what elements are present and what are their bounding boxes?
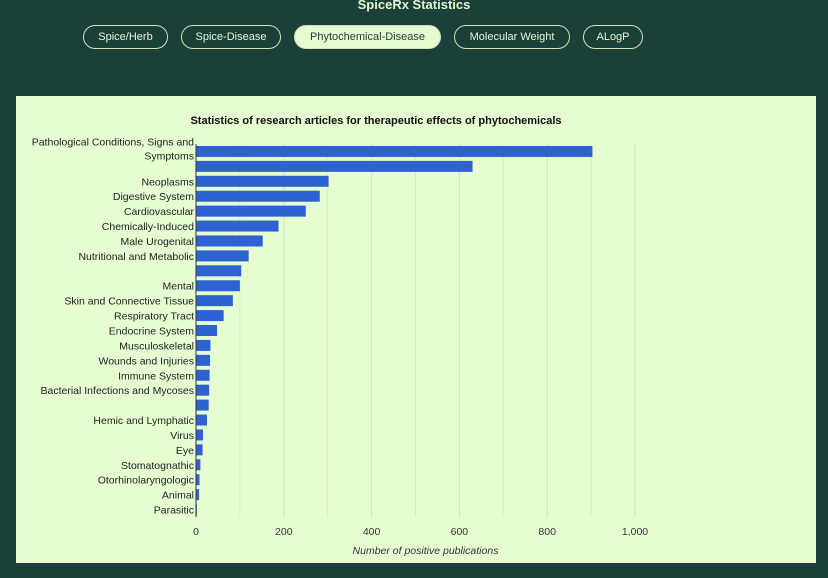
bar-chart: Statistics of research articles for ther… <box>32 115 649 557</box>
x-axis-label: Number of positive publications <box>353 545 500 557</box>
category-label: Male Urogenital <box>120 236 194 248</box>
bar[interactable] <box>196 459 201 471</box>
category-label: Endocrine System <box>109 326 194 338</box>
x-tick-label: 0 <box>193 526 199 538</box>
tab-spice-herb[interactable]: Spice/Herb <box>83 25 168 49</box>
bar[interactable] <box>196 369 210 381</box>
category-label: Eye <box>176 445 194 457</box>
category-label: Bacterial Infections and Mycoses <box>41 385 195 397</box>
bar[interactable] <box>196 295 233 307</box>
category-label: Stomatognathic <box>121 460 194 472</box>
category-label: Animal <box>162 490 194 502</box>
tab-spice-disease[interactable]: Spice-Disease <box>181 25 281 49</box>
category-label: Musculoskeletal <box>119 340 194 352</box>
bar[interactable] <box>196 175 329 187</box>
category-label: Symptoms <box>144 150 194 162</box>
bar[interactable] <box>196 145 593 157</box>
category-label: Parasitic <box>154 505 194 517</box>
page-title: SpiceRx Statistics <box>357 0 471 12</box>
x-tick-label: 600 <box>451 526 469 538</box>
category-label: Cardiovascular <box>124 206 195 218</box>
category-label: Mental <box>162 281 194 293</box>
category-label: Nutritional and Metabolic <box>78 251 194 263</box>
bar[interactable] <box>196 354 211 366</box>
bar[interactable] <box>196 384 210 396</box>
category-label: Neoplasms <box>141 176 194 188</box>
tab-phytochemical-disease[interactable]: Phytochemical-Disease <box>294 25 441 49</box>
tab-molecular-weight[interactable]: Molecular Weight <box>454 25 570 49</box>
category-label: Respiratory Tract <box>114 311 194 323</box>
x-tick-label: 400 <box>363 526 381 538</box>
category-label: Immune System <box>118 370 194 382</box>
chart-panel: Statistics of research articles for ther… <box>16 96 816 563</box>
x-tick-label: 200 <box>275 526 293 538</box>
category-label: Pathological Conditions, Signs and <box>32 136 194 148</box>
x-tick-label: 800 <box>538 526 556 538</box>
bar[interactable] <box>196 474 200 486</box>
bar[interactable] <box>196 310 224 322</box>
bar[interactable] <box>196 489 200 501</box>
category-label: Hemic and Lymphatic <box>93 415 194 427</box>
bar[interactable] <box>196 429 204 441</box>
bar[interactable] <box>196 160 473 172</box>
bar[interactable] <box>196 190 320 202</box>
bar[interactable] <box>196 325 218 336</box>
category-label: Skin and Connective Tissue <box>64 296 194 308</box>
category-label: Otorhinolaryngologic <box>98 475 194 487</box>
category-label: Digestive System <box>113 191 194 203</box>
category-label: Wounds and Injuries <box>98 355 194 367</box>
bar[interactable] <box>196 444 203 456</box>
bar[interactable] <box>196 280 240 292</box>
bar[interactable] <box>196 265 242 277</box>
category-label: Virus <box>170 430 194 442</box>
bar[interactable] <box>196 235 263 247</box>
bar[interactable] <box>196 250 249 262</box>
bar[interactable] <box>196 414 207 426</box>
bar[interactable] <box>196 399 209 411</box>
category-label: Chemically-Induced <box>102 221 194 233</box>
tab-alogp[interactable]: ALogP <box>583 25 643 49</box>
x-tick-label: 1,000 <box>622 526 648 538</box>
chart-title: Statistics of research articles for ther… <box>190 115 561 127</box>
bar[interactable] <box>196 339 211 351</box>
bar[interactable] <box>196 205 306 217</box>
bar[interactable] <box>196 220 279 232</box>
